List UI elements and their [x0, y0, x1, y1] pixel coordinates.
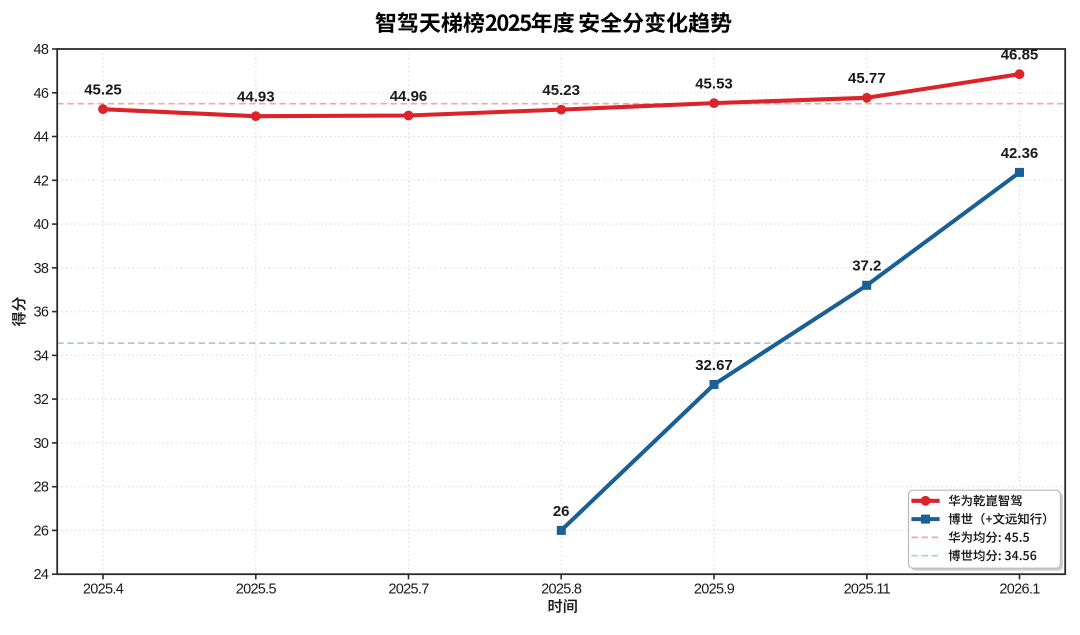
svg-text:2025.4: 2025.4 — [83, 582, 124, 598]
svg-text:2025.8: 2025.8 — [541, 582, 582, 598]
svg-text:2026.1: 2026.1 — [999, 582, 1040, 598]
svg-text:2025.11: 2025.11 — [844, 582, 891, 598]
svg-text:2025.7: 2025.7 — [388, 582, 429, 598]
svg-text:48: 48 — [33, 42, 48, 58]
svg-text:26: 26 — [33, 523, 48, 539]
svg-text:38: 38 — [33, 261, 48, 277]
svg-text:26: 26 — [553, 503, 570, 520]
svg-text:44.93: 44.93 — [237, 89, 275, 106]
svg-text:36: 36 — [33, 305, 48, 321]
svg-text:2025.5: 2025.5 — [236, 582, 277, 598]
svg-text:37.2: 37.2 — [852, 258, 881, 275]
svg-text:45.77: 45.77 — [848, 70, 886, 87]
svg-text:30: 30 — [33, 436, 48, 452]
svg-text:24: 24 — [33, 567, 48, 583]
svg-text:32: 32 — [33, 392, 48, 408]
svg-text:2025.9: 2025.9 — [694, 582, 735, 598]
svg-text:46.85: 46.85 — [1001, 47, 1039, 64]
svg-text:45.25: 45.25 — [84, 82, 122, 99]
svg-text:46: 46 — [33, 86, 48, 102]
svg-text:32.67: 32.67 — [695, 357, 733, 374]
svg-text:44: 44 — [33, 130, 48, 146]
svg-text:34: 34 — [33, 348, 48, 364]
svg-text:42: 42 — [33, 173, 48, 189]
svg-text:44.96: 44.96 — [390, 88, 428, 105]
svg-text:45.53: 45.53 — [695, 76, 733, 93]
svg-text:40: 40 — [33, 217, 48, 233]
svg-text:42.36: 42.36 — [1001, 145, 1039, 162]
svg-text:28: 28 — [33, 480, 48, 496]
svg-text:45.23: 45.23 — [542, 82, 580, 99]
